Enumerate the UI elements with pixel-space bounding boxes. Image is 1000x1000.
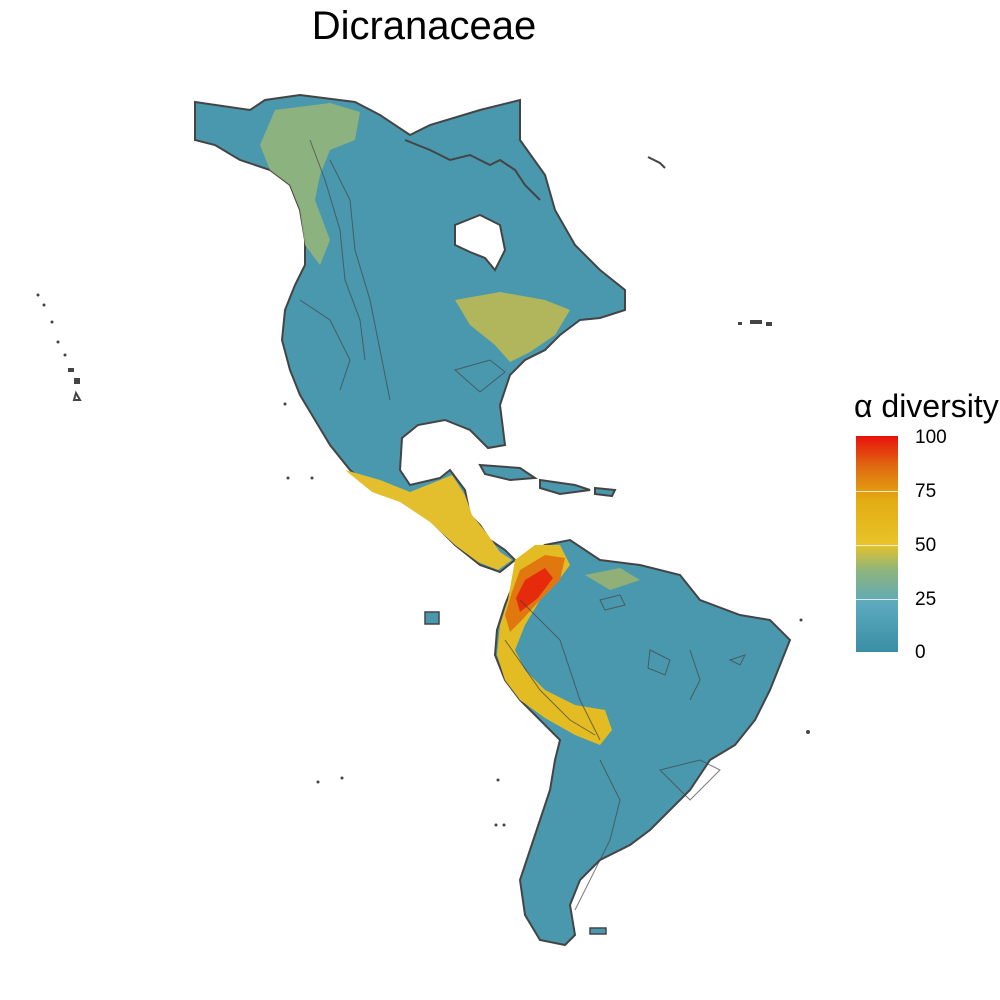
andes-peak-zone [516,568,553,612]
legend-tick-100: 100 [915,427,947,448]
south-america-landmass [493,538,792,947]
legend-tick-line [856,545,898,546]
alaska-moderate-zone [260,103,360,265]
caribbean-islands [478,463,617,498]
eastern-na-moderate-zone [455,292,570,362]
pacific-islands [36,293,810,935]
legend-title: α diversity [854,388,999,424]
diversity-overlays [260,103,640,745]
legend-tick-75: 75 [915,481,937,502]
legend-color-bar [856,436,898,652]
hudson-bay [454,213,507,272]
legend-tick-line [856,599,898,600]
ecoregion-outlines [299,139,746,911]
map-title: Dicranaceae [311,4,537,48]
arctic-islands [404,139,666,201]
legend-tick-0: 0 [915,642,926,663]
mesoamerica-high-zone [345,470,512,570]
legend-tick-line [856,491,898,492]
south-america [493,538,792,947]
legend-tick-25: 25 [915,589,937,610]
venezuela-moderate-zone [585,568,640,590]
legend-tick-50: 50 [915,535,937,556]
